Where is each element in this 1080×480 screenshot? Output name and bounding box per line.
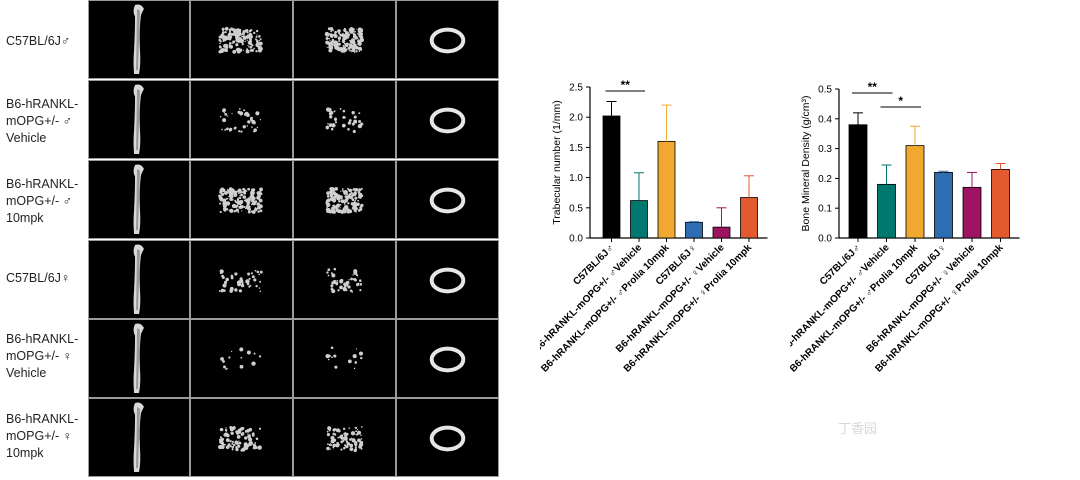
micro-ct-image xyxy=(396,319,499,398)
micro-ct-image xyxy=(88,160,190,239)
row-label-1: C57BL/6J♂ xyxy=(6,34,71,48)
bar xyxy=(685,221,703,239)
row-label-6: B6-hRANKL-mOPG+/- ♀ 10mpk xyxy=(6,412,79,460)
y-tick-label: 2.0 xyxy=(569,113,583,124)
y-tick-label: 0.1 xyxy=(818,204,832,215)
y-axis-title: Bone Mineral Density (g/cm³) xyxy=(800,96,812,232)
row-label-5: B6-hRANKL-mOPG+/- ♀ Vehicle xyxy=(6,332,79,380)
y-tick-label: 0.0 xyxy=(569,234,583,245)
row-label-2: B6-hRANKL-mOPG+/- ♂ Vehicle xyxy=(6,97,79,145)
micro-ct-image xyxy=(396,80,499,159)
bar xyxy=(848,124,868,239)
micro-ct-image xyxy=(190,160,293,239)
micro-ct-image xyxy=(396,0,499,79)
micro-ct-image xyxy=(396,398,499,477)
bar xyxy=(740,197,758,239)
micro-ct-image xyxy=(396,240,499,319)
micro-ct-image xyxy=(190,319,293,398)
y-tick-label: 0.4 xyxy=(818,114,832,125)
y-tick-label: 1.0 xyxy=(569,173,583,184)
y-axis-title: Trabecular number (1/mm) xyxy=(551,100,563,224)
y-tick-label: 1.5 xyxy=(569,143,583,154)
micro-ct-image xyxy=(190,398,293,477)
significance-label: * xyxy=(898,94,903,108)
micro-ct-image xyxy=(190,240,293,319)
y-tick-label: 2.5 xyxy=(569,83,583,94)
bar xyxy=(991,169,1010,239)
micro-ct-image xyxy=(88,0,190,79)
micro-ct-image xyxy=(88,240,190,319)
micro-ct-image xyxy=(293,160,396,239)
significance-label: ** xyxy=(868,80,878,94)
micro-ct-image xyxy=(293,319,396,398)
micro-ct-image xyxy=(88,398,190,477)
micro-ct-image xyxy=(293,240,396,319)
bar xyxy=(934,172,953,239)
y-tick-label: 0.5 xyxy=(569,203,583,214)
micro-ct-image xyxy=(293,0,396,79)
micro-ct-image xyxy=(88,80,190,159)
micro-ct-image xyxy=(190,0,293,79)
y-tick-label: 0.0 xyxy=(818,234,832,245)
row-label-3: B6-hRANKL-mOPG+/- ♂ 10mpk xyxy=(6,177,79,225)
bar xyxy=(657,140,676,239)
bar xyxy=(962,186,982,239)
micro-ct-image xyxy=(293,398,396,477)
bar xyxy=(602,115,621,239)
y-tick-label: 0.3 xyxy=(818,144,832,155)
micro-ct-image xyxy=(190,80,293,159)
micro-ct-image xyxy=(396,160,499,239)
bar xyxy=(712,226,731,239)
bone-mineral-density-chart: 0.0 0.1 0.2 0.3 0.4 0.5 Bone Mineral Density (… xyxy=(790,80,1020,375)
micro-ct-image xyxy=(88,319,190,398)
trabecular-number-chart: 0.0 0.5 1.0 1.5 2.0 2.5 Trabecular number (1/m… xyxy=(540,78,768,375)
bar xyxy=(630,200,648,239)
watermark-logo: 丁香园 xyxy=(838,421,878,436)
bar xyxy=(905,145,925,239)
x-category-label: B6-hRANKL-mOPG+/- ♀Prolia 10mpk xyxy=(622,242,755,375)
significance-label: ** xyxy=(621,78,631,92)
y-tick-label: 0.5 xyxy=(818,85,832,96)
row-label-4: C57BL/6J♀ xyxy=(6,271,71,285)
bar xyxy=(877,183,896,239)
micro-ct-image xyxy=(293,80,396,159)
y-tick-label: 0.2 xyxy=(818,174,832,185)
